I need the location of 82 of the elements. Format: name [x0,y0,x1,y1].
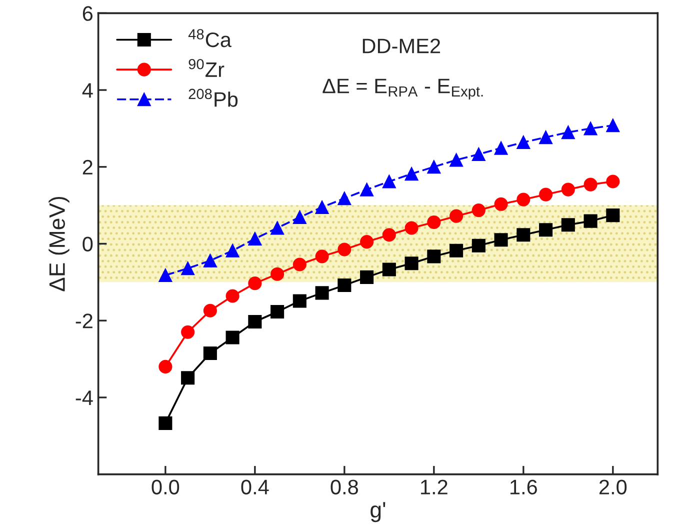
point [270,221,284,235]
point [270,267,284,281]
point [606,174,620,188]
point [248,314,262,329]
point [338,192,352,206]
point [158,268,172,282]
y-tick-label: 4 [82,83,93,98]
point [248,232,262,246]
point [427,160,441,174]
x-tick-label: 1.2 [421,480,448,494]
y-axis-title: ΔE (MeV) [48,196,70,292]
point [181,371,195,385]
point [404,167,418,181]
point [472,238,486,252]
point [270,304,284,319]
point [382,228,396,242]
point [338,242,352,256]
point [360,182,374,196]
point [404,256,418,270]
point [158,360,172,374]
point [226,244,240,258]
x-tick-label: 0.4 [241,480,269,494]
x-tick-label: 0.0 [152,480,180,494]
point [248,276,262,290]
point [561,218,575,232]
point [539,223,553,237]
point [292,294,306,308]
x-tick-label: 0.8 [330,480,358,494]
point [226,330,240,344]
point [226,289,240,303]
point [584,214,598,228]
legend-label: $^{208}$Pb [188,88,238,107]
point [292,210,306,224]
point [404,221,418,235]
point [516,228,530,242]
point [382,262,396,276]
point [315,286,329,300]
point [516,136,530,150]
y-tick-label: -2 [76,314,92,328]
point [516,192,530,206]
point [450,244,464,258]
point [584,178,598,192]
point [561,126,575,140]
point [539,130,553,144]
point [450,153,464,167]
point [158,416,172,430]
point [472,204,486,218]
point [203,304,217,318]
point [338,278,352,292]
point [606,118,620,132]
x-tick-label: 1.6 [510,480,537,494]
y-tick-label: -4 [76,390,93,405]
point [203,346,217,360]
y-tick-label: 0 [82,236,93,252]
legend-label: $^{90}$Zr [188,58,224,77]
point [561,182,575,196]
point [472,147,486,161]
point [181,325,195,339]
point [315,200,329,214]
x-axis-title: g' [370,502,386,522]
point [606,208,620,222]
legend-label: $^{48}$Ca [188,29,232,48]
point [584,122,598,136]
point [360,270,374,284]
point [382,174,396,188]
point [203,254,217,268]
point [315,250,329,264]
point [360,235,374,249]
point [494,197,508,211]
point [450,209,464,223]
point [427,215,441,229]
y-tick-label: 2 [82,160,92,174]
point [494,141,508,155]
point [539,188,553,202]
y-tick-label: 6 [82,6,93,21]
point [494,233,508,247]
point [292,258,306,272]
x-tick-label: 2.0 [599,480,627,494]
annotation: ΔE = E$_{RPA}$ - E$_{Expt.}$ [322,78,483,100]
annotation: DD-ME2 [362,38,440,54]
point [427,250,441,264]
point [181,262,195,276]
